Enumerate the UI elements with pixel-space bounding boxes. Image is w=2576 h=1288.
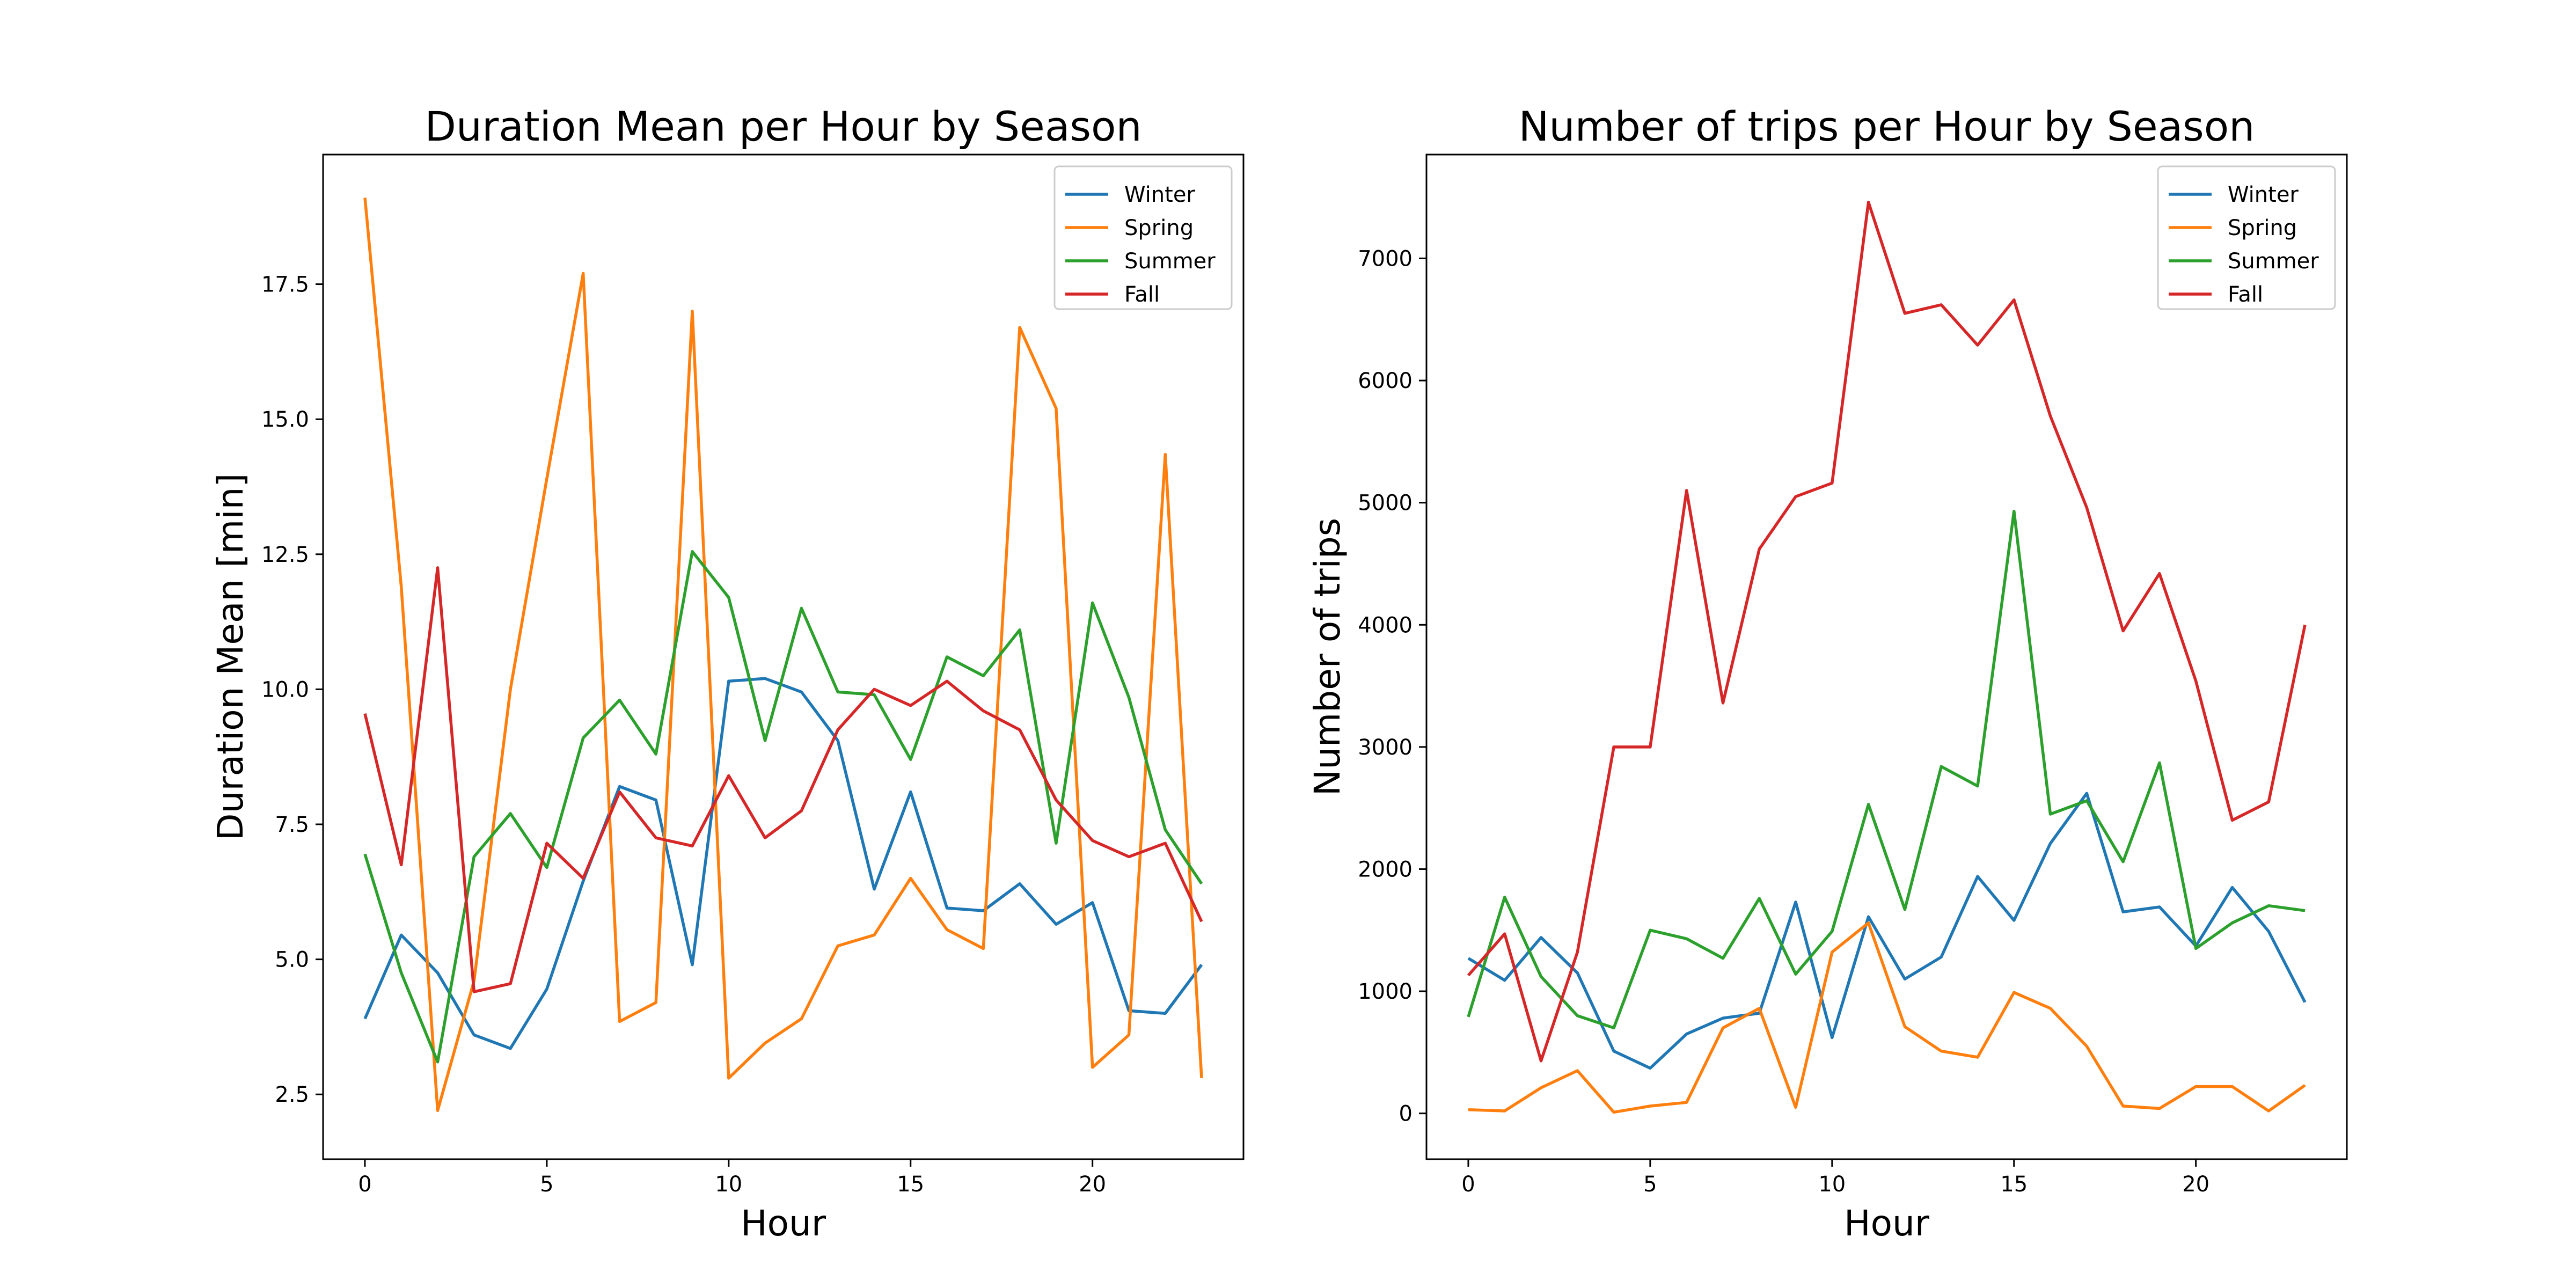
y-tick-label: 2000: [1358, 857, 1413, 882]
x-tick-label: 20: [1079, 1172, 1106, 1197]
series-line-winter: [363, 677, 1203, 1050]
x-tick-label: 20: [2182, 1172, 2209, 1197]
y-axis-label: Duration Mean [min]: [210, 473, 251, 840]
y-tick-label: 6000: [1358, 369, 1413, 393]
legend-label-summer: Summer: [1124, 249, 1216, 274]
y-tick-label: 5000: [1358, 491, 1413, 516]
x-tick-label: 0: [1461, 1172, 1475, 1197]
legend-label-winter: Winter: [2228, 182, 2299, 207]
series-line-spring: [1468, 921, 2306, 1114]
axes-frame: [322, 153, 1245, 1160]
chart-title: Number of trips per Hour by Season: [1519, 103, 2255, 150]
axes-frame: [1425, 153, 2348, 1160]
x-axis-label: Hour: [741, 1203, 826, 1244]
x-tick-label: 15: [2000, 1172, 2028, 1197]
chart-panel-1: 0 5 10 15 20 2.5 5.0 7.5 10.0 12.5 15.0 17.5 Duratio…: [210, 103, 1245, 1244]
series-line-spring: [363, 197, 1203, 1113]
y-tick-label: 4000: [1358, 613, 1413, 638]
chart-title: Duration Mean per Hour by Season: [425, 103, 1141, 150]
y-tick-label: 0: [1399, 1102, 1413, 1126]
legend-label-fall: Fall: [1124, 282, 1160, 307]
y-tick-label: 3000: [1358, 735, 1413, 760]
series-line-summer: [1467, 509, 2306, 1030]
y-tick-label: 2.5: [275, 1082, 309, 1107]
legend-label-summer: Summer: [2228, 249, 2319, 274]
x-tick-label: 15: [897, 1172, 924, 1197]
legend-label-spring: Spring: [1124, 216, 1194, 240]
legend: Winter Spring Summer Fall: [1053, 165, 1233, 310]
series-line-winter: [1467, 792, 2307, 1070]
legend-label-winter: Winter: [1124, 182, 1195, 207]
x-tick-label: 0: [358, 1172, 371, 1197]
x-axis-label: Hour: [1844, 1203, 1930, 1244]
y-tick-label: 5.0: [275, 948, 309, 972]
y-tick-label: 7.5: [275, 813, 309, 837]
series-line-fall: [1467, 201, 2307, 1063]
y-tick-label: 17.5: [261, 273, 309, 297]
y-tick-label: 7000: [1358, 246, 1413, 271]
series-line-summer: [363, 550, 1203, 1064]
y-axis-label: Number of trips: [1307, 518, 1348, 796]
y-tick-label: 10.0: [261, 677, 309, 702]
x-tick-label: 5: [1643, 1172, 1657, 1197]
x-tick-label: 10: [715, 1172, 742, 1197]
legend-box: [2157, 165, 2336, 310]
chart-panel-2: 0 5 10 15 20 0 1000 2000 3000 4000 5000 6000 7000 Num…: [1307, 103, 2348, 1244]
legend-box: [1053, 165, 1233, 310]
y-tick-label: 1000: [1358, 979, 1413, 1004]
legend-label-spring: Spring: [2228, 216, 2297, 240]
x-tick-label: 10: [1818, 1172, 1846, 1197]
y-tick-label: 12.5: [261, 543, 309, 567]
series-line-fall: [363, 566, 1203, 993]
x-tick-label: 5: [540, 1172, 553, 1197]
y-tick-label: 15.0: [261, 407, 309, 432]
legend-label-fall: Fall: [2228, 282, 2263, 307]
legend: Winter Spring Summer Fall: [2157, 165, 2336, 310]
